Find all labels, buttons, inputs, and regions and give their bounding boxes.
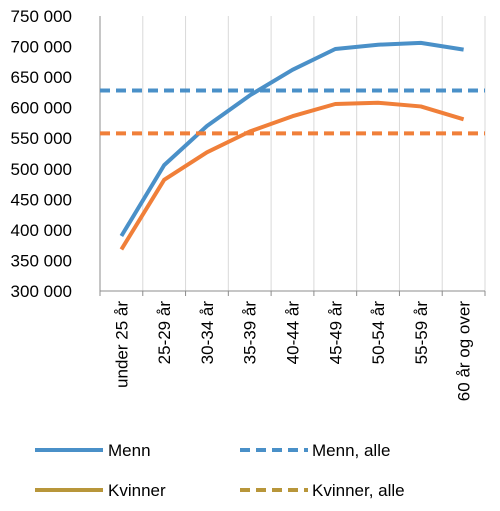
y-tick-label: 550 000 — [11, 129, 72, 148]
series-line-menn — [119, 40, 464, 238]
x-axis-tick-labels: under 25 år 25-29 år 30-34 år 35-39 år 40-44… — [112, 301, 473, 402]
legend-label: Kvinner, alle — [312, 481, 405, 500]
legend-item-kvinner: Kvinner — [35, 481, 166, 500]
axes — [99, 16, 486, 296]
legend-label: Menn, alle — [312, 441, 390, 460]
series-lines — [100, 40, 485, 251]
grid-lines — [142, 16, 486, 291]
x-tick-label: 40-44 år — [284, 301, 303, 365]
y-tick-label: 700 000 — [11, 38, 72, 57]
y-tick-label: 500 000 — [11, 160, 72, 179]
y-tick-label: 600 000 — [11, 99, 72, 118]
y-tick-label: 450 000 — [11, 190, 72, 209]
y-tick-label: 750 000 — [11, 7, 72, 26]
legend-item-kvinner-alle: Kvinner, alle — [240, 481, 405, 500]
series-line-kvinner — [119, 100, 465, 251]
legend-label: Menn — [108, 441, 151, 460]
legend: Menn Menn, alle Kvinner Kvinner, alle — [35, 441, 405, 500]
x-tick-label: 35-39 år — [241, 301, 260, 365]
y-tick-label: 300 000 — [11, 282, 72, 301]
x-tick-label: 25-29 år — [155, 301, 174, 365]
y-tick-label: 400 000 — [11, 221, 72, 240]
x-tick-label: 30-34 år — [198, 301, 217, 365]
y-tick-label: 350 000 — [11, 251, 72, 270]
x-tick-label: under 25 år — [112, 301, 131, 388]
legend-item-menn-alle: Menn, alle — [240, 441, 390, 460]
x-tick-label: 55-59 år — [412, 301, 431, 365]
y-tick-label: 650 000 — [11, 68, 72, 87]
x-tick-label: 45-49 år — [326, 301, 345, 365]
x-tick-label: 60 år og over — [455, 301, 474, 402]
legend-label: Kvinner — [108, 481, 166, 500]
legend-item-menn: Menn — [35, 441, 151, 460]
y-axis-tick-labels: 300 000 350 000 400 000 450 000 500 000 550 0… — [11, 7, 72, 301]
x-tick-label: 50-54 år — [369, 301, 388, 365]
